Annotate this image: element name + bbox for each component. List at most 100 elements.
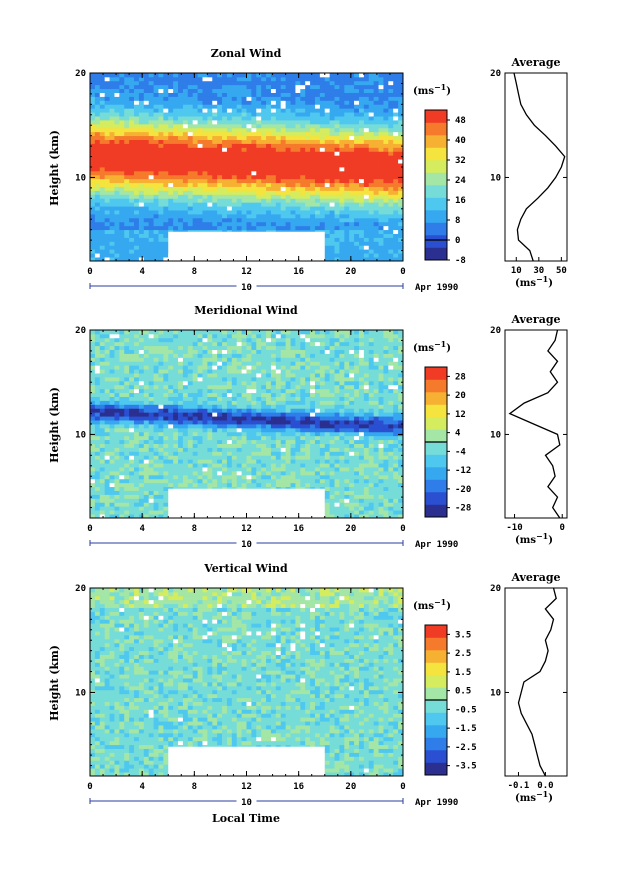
heatmap-cell (178, 427, 184, 433)
heatmap-cell (178, 80, 184, 86)
heatmap-cell (398, 84, 404, 90)
heatmap-cell (285, 194, 291, 199)
heatmap-cell (109, 341, 115, 347)
heatmap-cell (241, 427, 247, 433)
heatmap-cell (354, 198, 360, 203)
heatmap-cell (212, 424, 218, 429)
heatmap-cell (202, 451, 208, 456)
heatmap-cell (217, 198, 223, 203)
heatmap-cell (182, 482, 189, 488)
heatmap-cell (138, 131, 145, 137)
heatmap-cell (261, 170, 267, 176)
heatmap-cell (329, 245, 335, 250)
heatmap-cell (358, 206, 365, 211)
heatmap-cell (314, 131, 321, 137)
heatmap-cell (329, 76, 335, 82)
heatmap-cell (138, 123, 145, 129)
heatmap-cell (261, 408, 267, 413)
heatmap-cell (212, 396, 218, 401)
heatmap-cell (300, 143, 306, 148)
heatmap-cell (310, 206, 316, 211)
heatmap-cell (99, 333, 106, 339)
heatmap-cell (378, 190, 384, 195)
heatmap-cell (378, 217, 384, 223)
heatmap-cell (173, 455, 179, 460)
heatmap-cell (187, 143, 194, 148)
heatmap-cell (158, 373, 164, 378)
heatmap-cell (99, 221, 106, 227)
heatmap-cell (119, 182, 125, 187)
heatmap-cell (349, 123, 355, 129)
heatmap-cell (158, 431, 164, 437)
heatmap-cell (143, 412, 150, 417)
heatmap-cell (129, 249, 135, 254)
heatmap-cell (388, 174, 394, 180)
heatmap-cell (236, 388, 243, 394)
heatmap-cell (217, 345, 223, 350)
heatmap-cell (143, 221, 150, 227)
heatmap-cell (90, 377, 96, 382)
heatmap-cell (241, 369, 247, 374)
heatmap-cell (275, 182, 282, 187)
heatmap-cell (266, 123, 272, 129)
heatmap-cell (124, 92, 130, 97)
heatmap-cell (231, 365, 238, 370)
heatmap-cell (114, 514, 120, 519)
heatmap-cell (212, 345, 218, 350)
heatmap-cell (295, 159, 301, 164)
heatmap-cell (114, 178, 120, 184)
heatmap-cell (114, 253, 120, 258)
heatmap-cell (114, 373, 120, 378)
heatmap-cell (168, 463, 174, 468)
heatmap-cell (143, 455, 150, 460)
heatmap-cell (236, 206, 243, 211)
heatmap-cell (153, 380, 159, 386)
heatmap-cell (368, 135, 375, 140)
heatmap-cell (148, 139, 154, 144)
heatmap-cell (124, 159, 130, 164)
heatmap-cell (104, 451, 110, 456)
heatmap-cell (222, 388, 228, 394)
heatmap-cell (197, 377, 203, 382)
heatmap-cell (217, 131, 223, 137)
heatmap-cell (222, 217, 228, 223)
heatmap-cell (173, 123, 179, 129)
heatmap-cell (256, 451, 262, 456)
heatmap-cell (310, 221, 316, 227)
heatmap-cell (222, 431, 228, 437)
heatmap-cell (153, 202, 159, 207)
heatmap-cell (334, 229, 340, 234)
heatmap-cell (187, 123, 194, 129)
heatmap-cell (207, 151, 213, 156)
heatmap-cell (207, 333, 213, 339)
heatmap-cell (129, 151, 135, 156)
heatmap-cell (158, 412, 164, 417)
heatmap-cell (222, 116, 228, 121)
heatmap-cell (90, 84, 96, 90)
heatmap-cell (158, 353, 164, 358)
heatmap-cell (94, 221, 101, 227)
heatmap-cell (129, 467, 135, 472)
heatmap-cell (148, 420, 154, 425)
heatmap-cell (246, 431, 252, 437)
heatmap-cell (339, 84, 345, 90)
heatmap-cell (99, 514, 106, 519)
heatmap-cell (202, 108, 208, 113)
heatmap-cell (368, 198, 375, 203)
heatmap-cell (143, 330, 150, 335)
heatmap-cell (339, 120, 345, 125)
heatmap-cell (300, 112, 306, 117)
heatmap-cell (119, 478, 125, 484)
heatmap-cell (231, 131, 238, 137)
heatmap-cell (178, 225, 184, 231)
heatmap-cell (241, 163, 247, 168)
heatmap-cell (373, 135, 379, 140)
heatmap-cell (251, 330, 257, 335)
heatmap-cell (94, 455, 101, 460)
heatmap-cell (324, 225, 331, 231)
heatmap-cell (143, 357, 150, 362)
heatmap-cell (153, 357, 159, 362)
heatmap-cell (163, 174, 169, 180)
heatmap-cell (251, 135, 257, 140)
heatmap-cell (109, 416, 115, 421)
